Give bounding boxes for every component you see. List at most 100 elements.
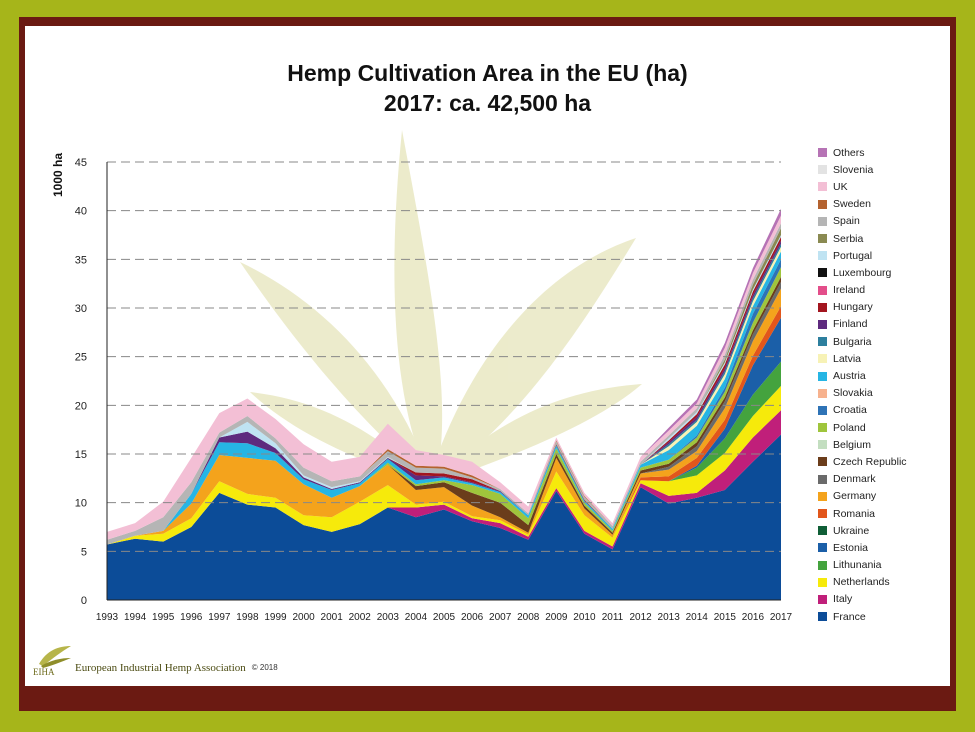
area-germany <box>107 288 781 545</box>
x-tick-label: 2006 <box>461 612 484 623</box>
legend-label: Serbia <box>833 232 864 245</box>
legend-label: Bulgaria <box>833 335 872 348</box>
legend-item: Others <box>818 144 958 161</box>
legend-item: Austria <box>818 367 958 384</box>
legend-item: Lithunania <box>818 557 958 574</box>
legend-swatch <box>818 612 827 622</box>
legend-item: Hungary <box>818 299 958 316</box>
x-tick-label: 1996 <box>180 612 203 623</box>
legend-swatch <box>818 319 827 329</box>
legend-item: Czech Republic <box>818 453 958 470</box>
legend-item: Estonia <box>818 539 958 556</box>
axes <box>106 162 781 601</box>
legend-swatch <box>818 354 827 364</box>
eiha-logo: EIHA <box>33 640 73 677</box>
legend-item: Spain <box>818 213 958 230</box>
y-tick-label: 45 <box>75 157 87 169</box>
x-tick-label: 1999 <box>264 612 287 623</box>
legend-swatch <box>818 148 827 158</box>
x-tick-label: 1997 <box>208 612 231 623</box>
legend-item: Belgium <box>818 436 958 453</box>
copyright: © 2018 <box>251 663 278 672</box>
legend-item: Bulgaria <box>818 333 958 350</box>
legend-label: Slovenia <box>833 163 874 176</box>
hemp-logo-icon: EIHA <box>33 646 71 677</box>
legend-item: Serbia <box>818 230 958 247</box>
chart-title: Hemp Cultivation Area in the EU (ha) <box>287 60 688 86</box>
legend-item: Ukraine <box>818 522 958 539</box>
x-tick-label: 2014 <box>686 612 709 623</box>
legend-label: Spain <box>833 215 860 228</box>
legend-swatch <box>818 526 827 536</box>
y-tick-label: 0 <box>81 595 87 607</box>
legend-label: Romania <box>833 507 876 520</box>
legend: Others Slovenia UK Sweden Spain Serbia Portuga… <box>818 144 958 625</box>
legend-swatch <box>818 577 827 587</box>
y-tick-label: 25 <box>75 352 87 364</box>
legend-swatch <box>818 165 827 175</box>
x-tick-label: 2005 <box>433 612 456 623</box>
gridlines <box>107 161 781 552</box>
x-tick-label: 2007 <box>489 612 512 623</box>
legend-label: Austria <box>833 370 866 383</box>
legend-swatch <box>818 182 827 192</box>
legend-swatch <box>818 543 827 553</box>
legend-label: Luxembourg <box>833 266 892 279</box>
legend-item: Germany <box>818 488 958 505</box>
legend-item: Poland <box>818 419 958 436</box>
legend-item: Ireland <box>818 282 958 299</box>
x-tick-label: 1993 <box>96 612 119 623</box>
legend-label: Slovakia <box>833 387 873 400</box>
x-tick-label: 2013 <box>658 612 681 623</box>
legend-swatch <box>818 337 827 347</box>
legend-label: Germany <box>833 490 877 503</box>
x-tick-label: 2017 <box>770 612 793 623</box>
legend-swatch <box>818 509 827 519</box>
x-tick-label: 2003 <box>377 612 400 623</box>
x-tick-label: 2000 <box>292 612 315 623</box>
legend-swatch <box>818 285 827 295</box>
legend-label: Ireland <box>833 284 866 297</box>
legend-swatch <box>818 388 827 398</box>
x-tick-label: 2002 <box>349 612 372 623</box>
legend-item: Slovakia <box>818 385 958 402</box>
x-tick-labels: 1993 1994 1995 1996 1997 1998 1999 2000 2001 2002… <box>96 612 793 623</box>
legend-item: Croatia <box>818 402 958 419</box>
legend-item: Sweden <box>818 196 958 213</box>
legend-label: Ukraine <box>833 524 870 537</box>
legend-swatch <box>818 234 827 244</box>
legend-label: Finland <box>833 318 868 331</box>
chart-subtitle: 2017: ca. 42,500 ha <box>383 90 592 116</box>
legend-label: Others <box>833 146 865 159</box>
x-tick-label: 2008 <box>517 612 540 623</box>
legend-item: Slovenia <box>818 161 958 178</box>
legend-label: France <box>833 610 866 623</box>
area-layers <box>107 208 781 600</box>
legend-item: Romania <box>818 505 958 522</box>
legend-swatch <box>818 199 827 209</box>
legend-swatch <box>818 216 827 226</box>
bottom-strip <box>19 692 956 711</box>
area-spain <box>107 223 781 545</box>
area-france <box>107 434 781 600</box>
legend-label: Hungary <box>833 301 873 314</box>
legend-label: Latvia <box>833 352 862 365</box>
legend-label: Czech Republic <box>833 455 907 468</box>
y-tick-label: 20 <box>75 400 87 412</box>
legend-label: Estonia <box>833 541 869 554</box>
legend-label: Italy <box>833 593 853 606</box>
x-tick-label: 2010 <box>573 612 596 623</box>
x-tick-label: 2011 <box>602 612 624 623</box>
legend-swatch <box>818 457 827 467</box>
y-axis-label: 1000 ha <box>51 153 65 197</box>
area-netherlands <box>107 385 781 547</box>
legend-label: Lithunania <box>833 559 882 572</box>
eiha-logo-text: EIHA <box>33 667 55 676</box>
x-tick-label: 2012 <box>629 612 652 623</box>
legend-swatch <box>818 594 827 604</box>
legend-swatch <box>818 423 827 433</box>
legend-item: Portugal <box>818 247 958 264</box>
hemp-leaf-watermark-icon <box>240 130 642 520</box>
y-tick-label: 30 <box>75 303 87 315</box>
